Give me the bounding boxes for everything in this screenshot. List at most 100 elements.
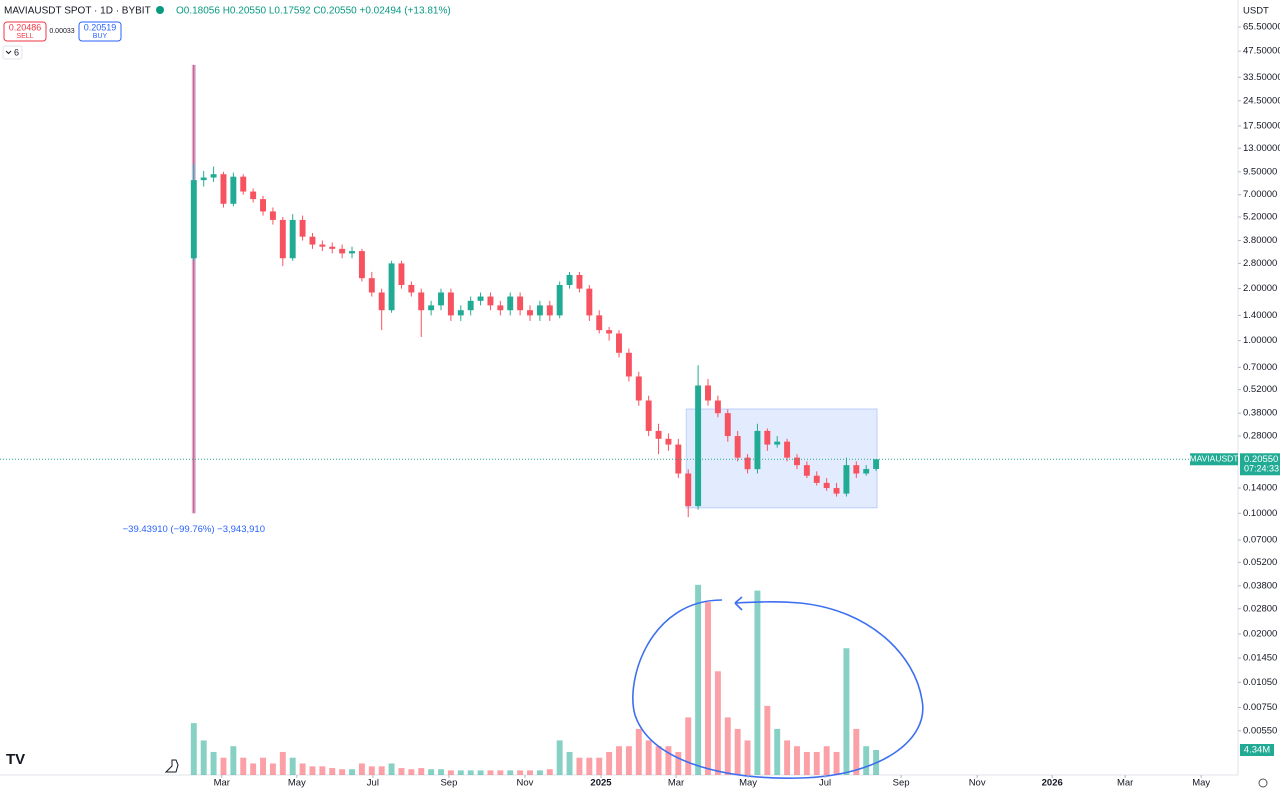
candle-body <box>655 430 662 439</box>
x-tick-label: 2025 <box>590 778 612 789</box>
sell-button[interactable] <box>3 21 47 42</box>
volume-bar <box>616 746 622 775</box>
candle-body <box>467 300 474 311</box>
y-tick-label: 0.02000 <box>1243 628 1277 639</box>
candle-body <box>428 305 435 311</box>
x-tick-label: Mar <box>668 778 684 789</box>
candle-body <box>813 475 820 483</box>
y-tick-label: 0.70000 <box>1243 362 1277 373</box>
volume-bar <box>408 769 415 775</box>
volume-bar <box>477 770 484 775</box>
volume-bar <box>279 751 286 775</box>
volume-bar <box>833 751 840 775</box>
volume-bar <box>586 757 593 775</box>
candle-body <box>220 174 227 204</box>
volume-bar <box>606 751 613 775</box>
volume-bar <box>339 769 346 775</box>
candle-body <box>794 457 800 466</box>
pointer-icon <box>164 759 179 773</box>
candle-body <box>764 430 771 445</box>
candle-body <box>408 284 415 293</box>
volume-bar <box>289 757 296 775</box>
candle-body <box>645 400 652 431</box>
candle-body <box>378 292 385 311</box>
volume-bar <box>645 740 652 775</box>
y-tick-label: 0.00550 <box>1243 725 1277 736</box>
x-tick-label: May <box>739 778 757 789</box>
volume-bar <box>260 757 266 775</box>
candle-body <box>289 219 296 259</box>
volume-bar <box>734 728 741 775</box>
volume-bar <box>269 763 276 775</box>
candle-body <box>546 305 553 316</box>
volume-bar <box>240 757 247 775</box>
volume-bar <box>566 751 573 775</box>
candle-body <box>269 211 276 220</box>
volume-bar <box>368 766 375 775</box>
volume-bar <box>764 705 771 775</box>
candle-body <box>339 248 346 254</box>
ohlc-values: O0.18056 H0.20550 L0.17592 C0.20550 +0.0… <box>176 6 451 17</box>
volume-bar <box>527 770 533 775</box>
y-tick-label: 5.20000 <box>1243 212 1277 223</box>
candle-body <box>200 177 207 181</box>
candle-body <box>418 292 425 311</box>
volume-bar <box>695 584 702 775</box>
y-tick-label: 0.07000 <box>1243 535 1277 546</box>
candle-body <box>438 292 444 306</box>
y-tick-label: 0.14000 <box>1243 483 1277 494</box>
volume-bar <box>665 746 672 775</box>
candle-body <box>358 251 365 279</box>
x-tick-label: Sep <box>893 778 910 789</box>
x-tick-label: May <box>1192 778 1210 789</box>
price-tag-text: 0.20550 <box>1244 454 1278 465</box>
plot <box>190 64 880 775</box>
chevron <box>5 50 12 55</box>
y-tick-label: 0.01050 <box>1243 677 1277 688</box>
volume-bar <box>546 769 553 775</box>
indicator-toggle[interactable] <box>2 45 23 60</box>
y-tick-label: 33.50000 <box>1243 72 1280 83</box>
hand-drawn-circle <box>632 596 924 779</box>
candle-body <box>863 468 870 474</box>
y-tick-label: 0.00750 <box>1243 702 1277 713</box>
volume-bar <box>309 766 316 775</box>
volume-tag <box>1240 743 1274 756</box>
volume-bar <box>635 728 642 775</box>
candle-body <box>754 430 761 470</box>
x-tick-label: Jul <box>819 778 831 789</box>
indicator-count[interactable]: 6 <box>14 47 19 57</box>
x-tick-label: May <box>288 778 306 789</box>
y-tick-label: 1.40000 <box>1243 310 1277 321</box>
volume-bar <box>596 757 603 775</box>
buy-price[interactable]: 0.20519 <box>84 22 117 32</box>
sell-label[interactable]: SELL <box>16 33 33 40</box>
volume-bar <box>210 751 217 775</box>
buy-button[interactable] <box>78 21 122 42</box>
settings-icon[interactable] <box>1258 778 1268 788</box>
candle-body <box>319 244 326 247</box>
candle-body <box>210 174 217 178</box>
candle-body <box>625 352 632 377</box>
x-tick-label: Nov <box>517 778 534 789</box>
candle-body <box>695 385 702 507</box>
sell-price[interactable]: 0.20486 <box>9 22 42 32</box>
y-tick-label: 24.50000 <box>1243 95 1280 106</box>
currency-selector[interactable]: USDT <box>1243 6 1269 17</box>
candle-body <box>487 296 494 306</box>
x-tick-label: Jul <box>367 778 379 789</box>
volume-bar <box>457 770 464 775</box>
tv-logo: TV <box>6 751 25 768</box>
volume-bar <box>705 602 711 775</box>
symbol-tag <box>1190 453 1238 466</box>
y-tick-label: 1.00000 <box>1243 335 1277 346</box>
volume-bar <box>200 740 207 775</box>
volume-bar <box>398 768 405 775</box>
y-tick-label: 2.00000 <box>1243 283 1277 294</box>
volume-bar <box>329 768 336 775</box>
symbol-title: MAVIAUSDT SPOT · 1D · BYBIT <box>4 6 151 17</box>
status-dot <box>156 6 164 14</box>
volume-bar <box>517 770 524 775</box>
buy-label[interactable]: BUY <box>93 33 108 40</box>
